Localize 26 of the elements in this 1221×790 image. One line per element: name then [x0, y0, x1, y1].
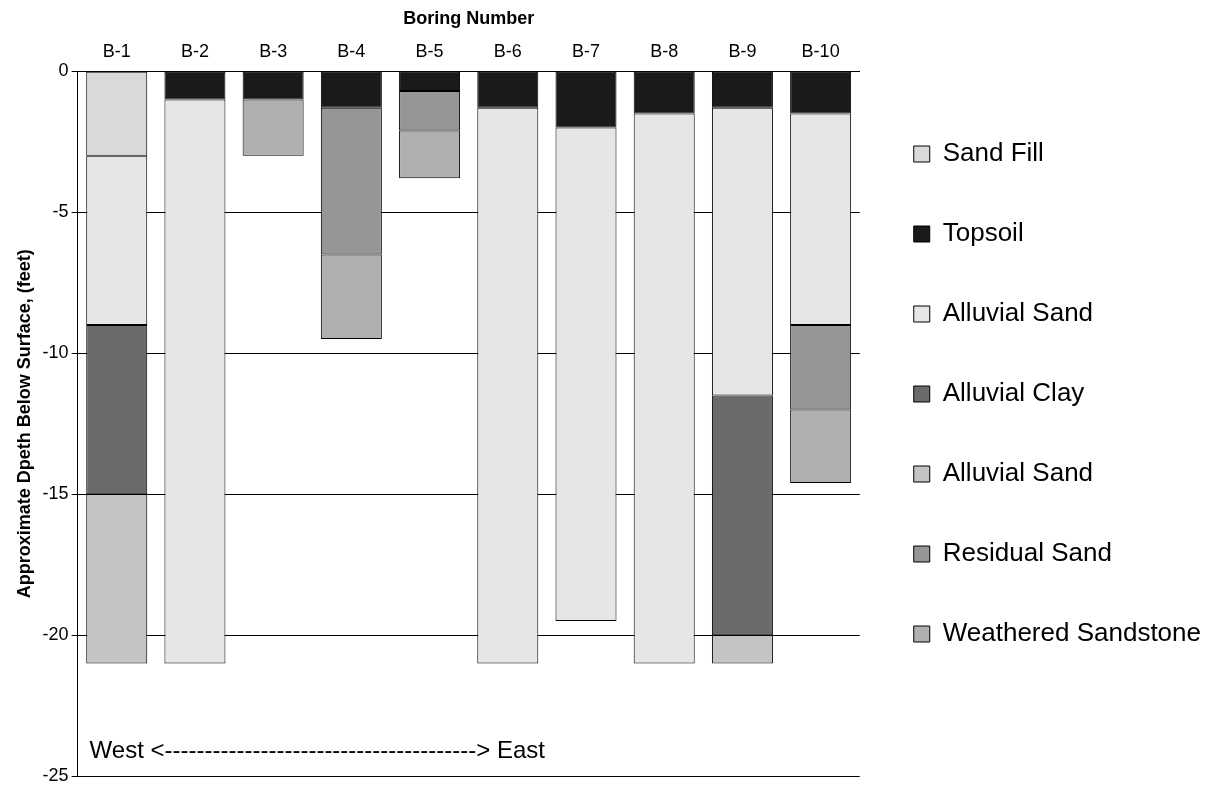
y-tick-label: -10 [42, 342, 69, 363]
x-axis-title: Boring Number [403, 7, 535, 28]
x-tick-label: B-9 [728, 41, 757, 62]
x-tick-label: B-6 [493, 41, 522, 62]
x-tick-label: B-4 [337, 41, 366, 62]
legend-label: Weathered Sandstone [942, 617, 1201, 648]
y-tick-label: -15 [42, 483, 69, 504]
y-tick-label: -5 [52, 201, 69, 222]
legend-label: Sand Fill [942, 137, 1044, 168]
annotation: West <---------------------------------------> East [89, 736, 546, 764]
x-tick-label: B-2 [180, 41, 209, 62]
x-tick-label: B-7 [571, 41, 600, 62]
y-tick-label: -25 [42, 765, 69, 786]
legend-label: Alluvial Sand [942, 457, 1094, 488]
y-tick-label: -20 [42, 624, 69, 645]
x-tick-label: B-8 [650, 41, 679, 62]
legend-label: Topsoil [942, 217, 1024, 248]
y-axis-title: Approximate Dpeth Below Surface, (feet) [13, 249, 34, 599]
x-tick-label: B-3 [259, 41, 288, 62]
x-tick-label: B-5 [415, 41, 444, 62]
legend-label: Alluvial Sand [942, 297, 1094, 328]
legend-label: Residual Sand [942, 537, 1112, 568]
legend-label: Alluvial Clay [942, 377, 1085, 408]
x-tick-label: B-10 [801, 41, 840, 62]
x-tick-label: B-1 [102, 41, 131, 62]
y-tick-label: 0 [58, 60, 69, 81]
